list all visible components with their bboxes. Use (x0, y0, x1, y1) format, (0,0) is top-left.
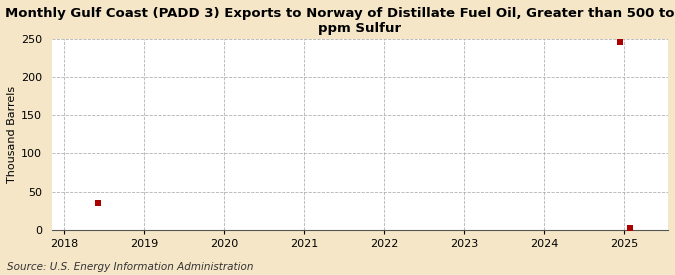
Text: Source: U.S. Energy Information Administration: Source: U.S. Energy Information Administ… (7, 262, 253, 272)
Point (92, 201, 103, 205)
Y-axis label: Thousand Barrels: Thousand Barrels (7, 86, 17, 183)
Point (625, 226, 636, 230)
Title: Monthly Gulf Coast (PADD 3) Exports to Norway of Distillate Fuel Oil, Greater th: Monthly Gulf Coast (PADD 3) Exports to N… (5, 7, 675, 35)
Point (615, 40, 626, 44)
